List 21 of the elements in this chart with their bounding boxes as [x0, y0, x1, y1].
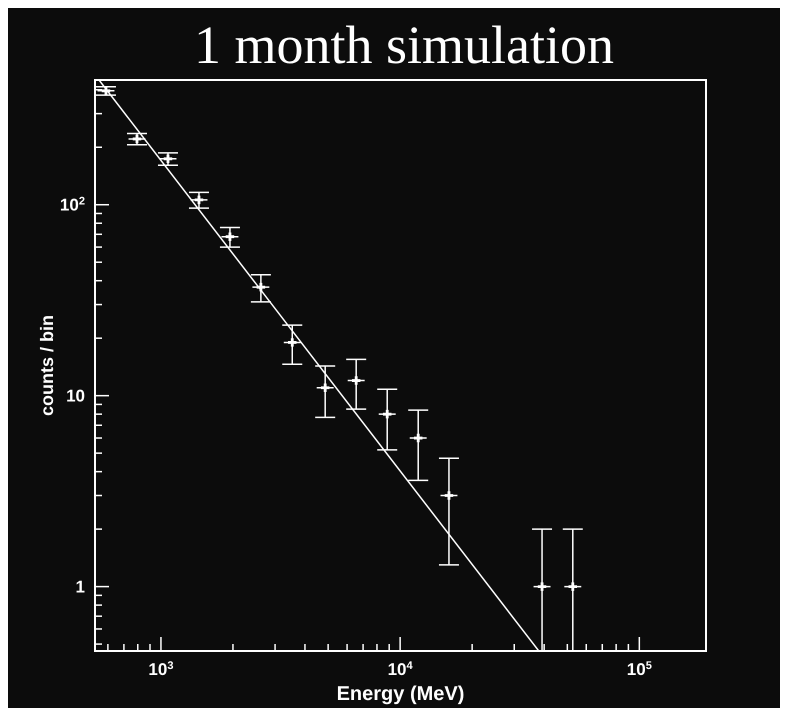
- y-axis-title: counts / bin: [37, 315, 57, 416]
- point: [320, 384, 330, 392]
- point: [132, 134, 142, 144]
- point: [256, 282, 266, 292]
- chart-title: 1 month simulation: [194, 15, 614, 75]
- x-tick-label: 10$^{5}$: [626, 660, 652, 679]
- y-tick-label: 10: [66, 386, 85, 406]
- y-tick-label: 1: [76, 578, 85, 597]
- point: [194, 196, 204, 204]
- point: [444, 491, 454, 500]
- point: [352, 376, 360, 385]
- point: [164, 154, 172, 164]
- point: [382, 410, 392, 418]
- x-axis-title: Energy (MeV): [336, 683, 464, 705]
- point: [102, 86, 110, 96]
- x-tick-label: 10$^{3}$: [148, 660, 174, 679]
- point: [288, 338, 297, 347]
- point: [414, 434, 422, 442]
- x-tick-label: 10$^{4}$: [388, 660, 414, 679]
- point: [226, 232, 234, 241]
- y-tick-label: 10$^{2}$: [60, 196, 85, 215]
